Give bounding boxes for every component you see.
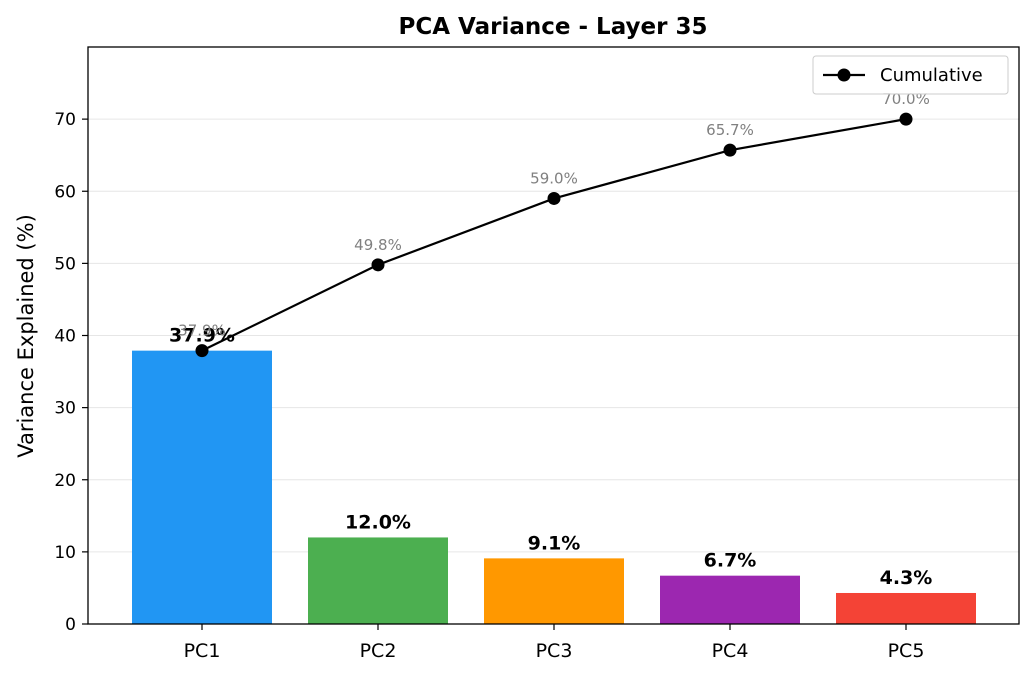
cumulative-point <box>195 344 209 358</box>
cumulative-point <box>899 112 913 126</box>
cumulative-point <box>371 258 385 272</box>
cumulative-line <box>201 118 907 352</box>
cumulative-point <box>547 191 561 205</box>
y-axis-label: Variance Explained (%) <box>14 214 38 458</box>
y-tick-label: 0 <box>65 615 76 635</box>
bar-pc1 <box>132 350 272 624</box>
y-tick-label: 40 <box>54 327 76 347</box>
bar-pc2 <box>308 537 448 624</box>
legend-label-cumulative: Cumulative <box>880 65 983 86</box>
cumulative-point <box>723 143 737 157</box>
bar-value-labels: 37.9% 12.0% 9.1% 6.7% 4.3% <box>169 325 932 589</box>
y-tick-label: 60 <box>54 182 76 202</box>
chart-title: PCA Variance - Layer 35 <box>399 14 708 40</box>
x-tick-label: PC3 <box>536 640 573 662</box>
cumulative-value-label: 49.8% <box>354 236 402 254</box>
bar-value-label: 12.0% <box>345 511 411 533</box>
bar-value-label: 9.1% <box>528 532 581 554</box>
y-tick-label: 70 <box>54 110 76 130</box>
x-axis-ticks: PC1 PC2 PC3 PC4 PC5 <box>184 624 925 662</box>
x-tick-label: PC1 <box>184 640 221 662</box>
x-tick-label: PC2 <box>360 640 397 662</box>
bar-pc4 <box>660 575 800 624</box>
legend-marker-swatch <box>837 68 851 82</box>
legend: Cumulative <box>812 55 1009 95</box>
cumulative-line-series <box>195 112 913 358</box>
bar-value-label: 4.3% <box>880 567 933 589</box>
cumulative-value-label: 59.0% <box>530 169 578 187</box>
y-tick-label: 20 <box>54 471 76 491</box>
cumulative-value-label: 37.9% <box>178 322 226 340</box>
bars <box>132 350 976 624</box>
y-tick-label: 30 <box>54 399 76 419</box>
cumulative-value-label: 65.7% <box>706 121 754 139</box>
bar-pc3 <box>484 558 624 624</box>
cumulative-value-label: 70.0% <box>882 90 930 108</box>
y-axis-ticks: 0 10 20 30 40 50 60 70 <box>54 110 88 635</box>
bar-value-label: 6.7% <box>704 550 757 572</box>
legend-box <box>812 55 1009 95</box>
x-tick-label: PC5 <box>888 640 925 662</box>
y-tick-label: 10 <box>54 543 76 563</box>
bar-pc5 <box>836 592 976 624</box>
x-tick-label: PC4 <box>712 640 749 662</box>
y-tick-label: 50 <box>54 254 76 274</box>
cumulative-value-labels: 37.9% 49.8% 59.0% 65.7% 70.0% <box>178 90 930 340</box>
bar-value-label: 37.9% <box>169 325 235 347</box>
